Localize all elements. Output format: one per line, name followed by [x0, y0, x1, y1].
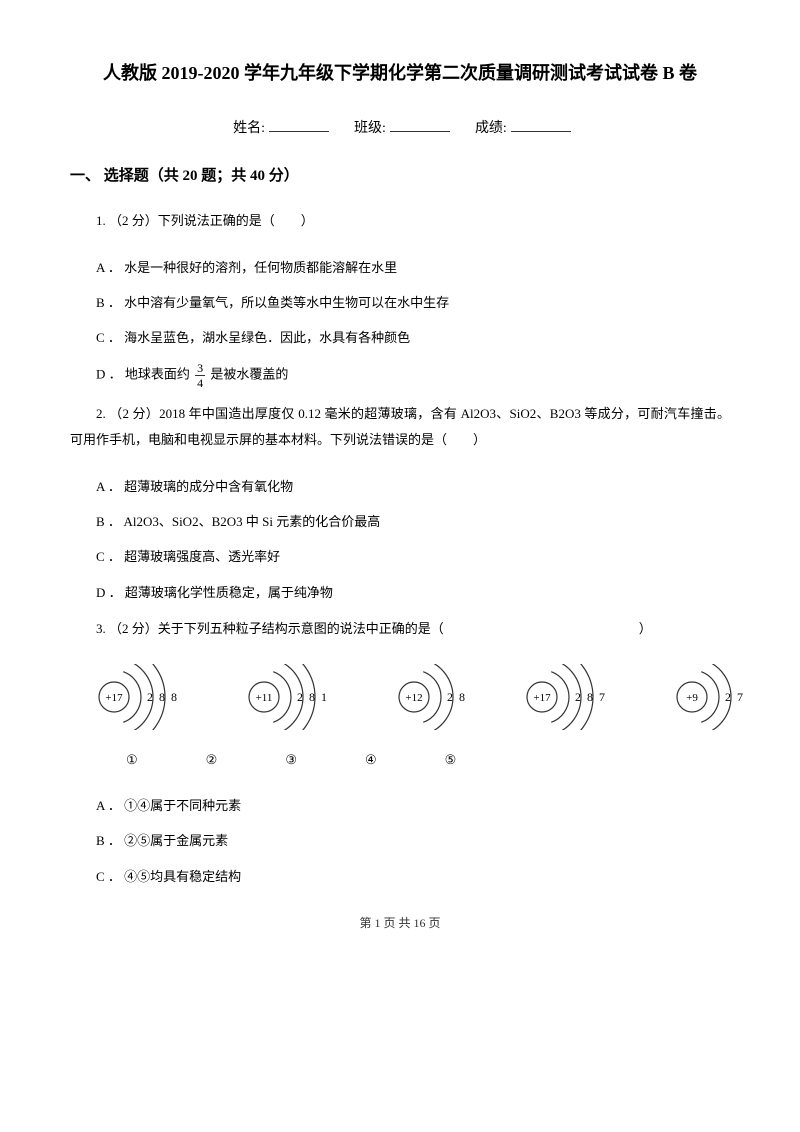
atom-label-3: ③: [285, 750, 297, 770]
svg-text:2: 2: [297, 690, 303, 704]
name-label: 姓名:: [233, 121, 265, 136]
fraction-icon: 3 4: [195, 362, 205, 389]
q2-option-a: A ． 超薄玻璃的成分中含有氧化物: [96, 475, 730, 498]
svg-text:8: 8: [309, 690, 315, 704]
q2-option-d: D ． 超薄玻璃化学性质稳定，属于纯净物: [96, 581, 730, 604]
q3-option-c: C ． ④⑤均具有稳定结构: [96, 865, 730, 888]
score-label: 成绩:: [475, 121, 507, 136]
svg-text:+12: +12: [405, 692, 422, 704]
svg-text:8: 8: [587, 690, 593, 704]
q2-stem: 2. （2 分）2018 年中国造出厚度仅 0.12 毫米的超薄玻璃，含有 Al…: [70, 401, 730, 453]
svg-text:7: 7: [737, 690, 743, 704]
atom-diagram-4: +17 287: [522, 664, 648, 730]
svg-text:8: 8: [159, 690, 165, 704]
q1-option-d: D ． 地球表面约 3 4 是被水覆盖的: [96, 362, 730, 389]
svg-text:8: 8: [459, 690, 465, 704]
svg-text:+11: +11: [256, 692, 273, 704]
class-blank[interactable]: [390, 117, 450, 132]
fraction-num: 3: [195, 362, 205, 376]
fraction-den: 4: [195, 376, 205, 389]
q1-option-a: A ． 水是一种很好的溶剂，任何物质都能溶解在水里: [96, 256, 730, 279]
atom-diagram-row: +17288+11281+1228+17287+927: [94, 664, 730, 730]
q1-stem: 1. （2 分）下列说法正确的是（ ）: [70, 208, 730, 234]
q2-option-c: C ． 超薄玻璃强度高、透光率好: [96, 545, 730, 568]
svg-text:1: 1: [321, 690, 327, 704]
exam-title: 人教版 2019-2020 学年九年级下学期化学第二次质量调研测试考试试卷 B …: [70, 60, 730, 87]
svg-text:7: 7: [599, 690, 605, 704]
svg-text:2: 2: [575, 690, 581, 704]
q3-option-a: A ． ①④属于不同种元素: [96, 794, 730, 817]
score-blank[interactable]: [511, 117, 571, 132]
q1-option-b: B ． 水中溶有少量氧气，所以鱼类等水中生物可以在水中生存: [96, 291, 730, 314]
svg-text:2: 2: [725, 690, 731, 704]
svg-text:+17: +17: [533, 692, 551, 704]
atom-label-1: ①: [126, 750, 138, 770]
atom-diagram-3: +12 28: [394, 664, 498, 730]
atom-diagram-2: +11 281: [244, 664, 370, 730]
page-container: 人教版 2019-2020 学年九年级下学期化学第二次质量调研测试考试试卷 B …: [0, 0, 800, 962]
meta-line: 姓名: 班级: 成绩:: [70, 117, 730, 139]
svg-text:+9: +9: [686, 692, 698, 704]
class-label: 班级:: [354, 121, 386, 136]
svg-text:8: 8: [171, 690, 177, 704]
svg-text:+17: +17: [105, 692, 123, 704]
q3-option-b: B ． ②⑤属于金属元素: [96, 829, 730, 852]
atom-label-5: ⑤: [445, 750, 457, 770]
section-header: 一、 选择题（共 20 题；共 40 分）: [70, 165, 730, 188]
atom-diagram-5: +9 27: [672, 664, 776, 730]
q1-d-right: 是被水覆盖的: [210, 366, 288, 381]
page-footer: 第 1 页 共 16 页: [70, 914, 730, 932]
atom-label-2: ②: [206, 750, 218, 770]
svg-text:2: 2: [447, 690, 453, 704]
q1-option-c: C ． 海水呈蓝色，湖水呈绿色．因此，水具有各种颜色: [96, 326, 730, 349]
q1-d-left: D ． 地球表面约: [96, 366, 193, 381]
atom-label-row: ① ② ③ ④ ⑤: [126, 750, 730, 770]
svg-text:2: 2: [147, 690, 153, 704]
q2-option-b: B ． Al2O3、SiO2、B2O3 中 Si 元素的化合价最高: [96, 510, 730, 533]
name-blank[interactable]: [269, 117, 329, 132]
atom-label-4: ④: [365, 750, 377, 770]
atom-diagram-1: +17288: [94, 664, 220, 730]
q3-stem: 3. （2 分）关于下列五种粒子结构示意图的说法中正确的是（ ）: [70, 616, 730, 642]
